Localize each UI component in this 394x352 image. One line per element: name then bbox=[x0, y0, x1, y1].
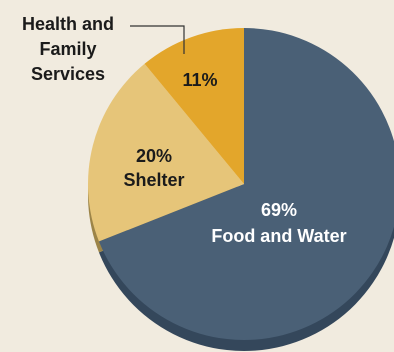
data-label-food-name: Food and Water bbox=[211, 226, 346, 246]
pie-slice-shelter bbox=[88, 63, 244, 242]
data-label-shelter-percent: 20% bbox=[136, 146, 172, 166]
pie-slice-health-and-family-services bbox=[144, 28, 244, 184]
data-label-food-percent: 69% bbox=[261, 200, 297, 220]
callout-leader-line bbox=[130, 25, 185, 54]
callout-label-line-2: Family bbox=[39, 39, 96, 59]
pie-slices bbox=[88, 28, 394, 340]
pie-slice-food-and-water bbox=[98, 28, 394, 340]
callout-label-line-1: Health and bbox=[22, 14, 114, 34]
data-label-shelter-name: Shelter bbox=[123, 170, 184, 190]
callout-label-line-3: Services bbox=[31, 64, 105, 84]
data-label-health-percent: 11% bbox=[182, 70, 217, 90]
